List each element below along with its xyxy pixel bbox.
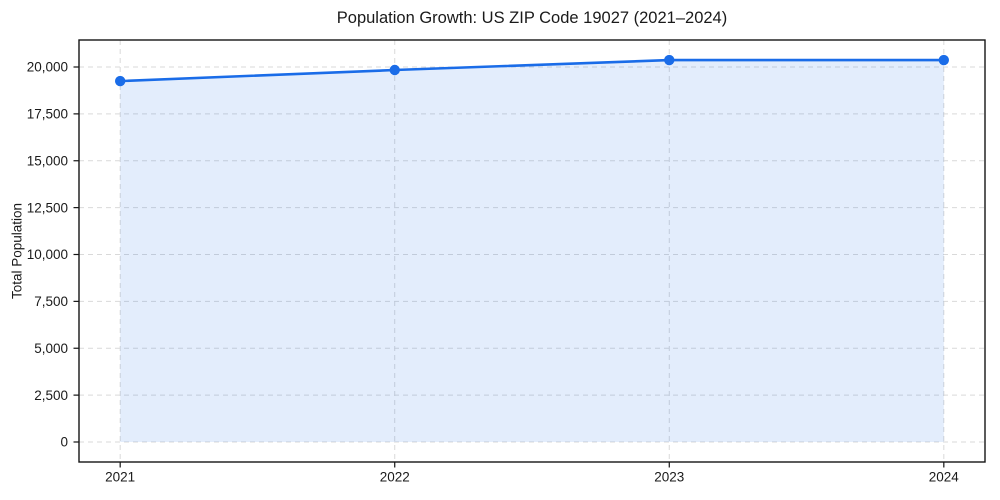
area-fill — [120, 60, 944, 442]
y-tick-label: 5,000 — [34, 341, 68, 356]
y-tick-label: 17,500 — [27, 107, 68, 122]
chart-title: Population Growth: US ZIP Code 19027 (20… — [336, 9, 728, 27]
y-tick-label: 10,000 — [27, 247, 68, 262]
population-trend-line — [120, 58, 944, 83]
y-tick-label: 0 — [60, 435, 68, 450]
data-point-marker-2024 — [938, 54, 950, 66]
y-tick-label: 20,000 — [27, 60, 68, 75]
data-point-marker-2022 — [389, 64, 400, 76]
x-tick-label: 2024 — [929, 470, 960, 485]
data-point-marker-2023 — [664, 54, 675, 66]
y-tick-label: 7,500 — [34, 294, 68, 309]
y-tick-label: 15,000 — [27, 153, 68, 168]
x-tick-label: 2022 — [380, 470, 410, 485]
y-tick-label: 2,500 — [34, 388, 68, 403]
data-point-marker-2021 — [114, 75, 126, 87]
x-tick-label: 2023 — [654, 470, 684, 485]
x-tick-label: 2021 — [105, 470, 135, 485]
y-tick-label: 12,500 — [27, 200, 68, 215]
plot-border — [78, 39, 986, 463]
